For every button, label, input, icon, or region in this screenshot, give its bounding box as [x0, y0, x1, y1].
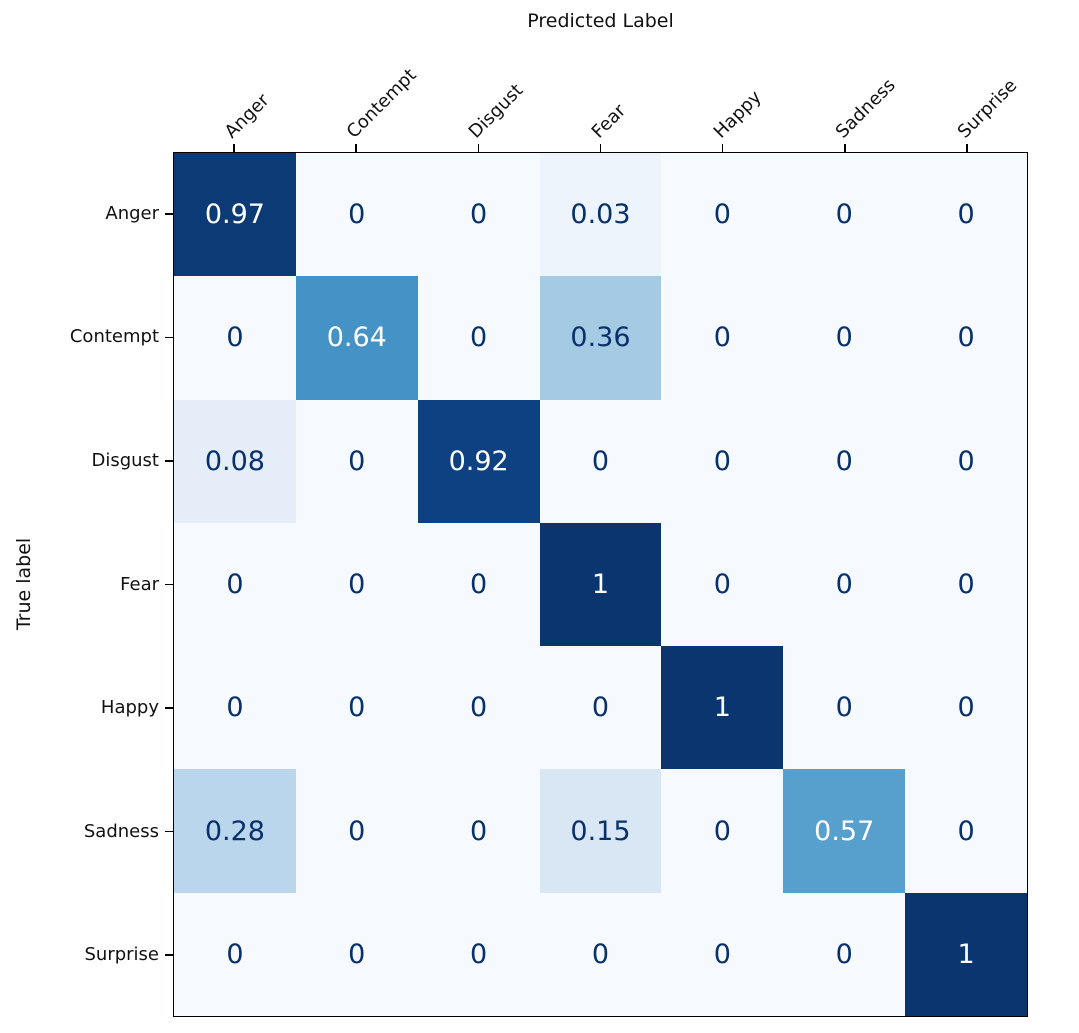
matrix-cell-happy-surprise: 0	[905, 646, 1027, 770]
y-tick-label-surprise: Surprise	[84, 944, 159, 966]
x-tick-label-contempt: Contempt	[342, 64, 421, 143]
x-tick-mark	[599, 144, 602, 152]
x-tick-mark	[966, 144, 968, 152]
matrix-cell-happy-contempt: 0	[295, 646, 418, 770]
matrix-cell-surprise-surprise: 1	[905, 892, 1027, 1016]
x-tick-label-anger: Anger	[220, 89, 274, 143]
x-tick-mark	[355, 144, 357, 152]
matrix-cell-sadness-fear: 0.15	[539, 769, 662, 893]
matrix-cell-disgust-happy: 0	[661, 399, 784, 523]
matrix-cell-sadness-happy: 0	[661, 769, 784, 893]
matrix-cell-happy-anger: 0	[174, 646, 296, 770]
matrix-cell-surprise-happy: 0	[661, 892, 784, 1016]
matrix-cell-disgust-contempt: 0	[295, 399, 418, 523]
matrix-cell-sadness-disgust: 0	[417, 769, 540, 893]
matrix-cell-contempt-contempt: 0.64	[295, 276, 418, 400]
matrix-cell-fear-fear: 1	[539, 522, 662, 647]
y-tick-label-fear: Fear	[120, 573, 159, 595]
matrix-cell-sadness-contempt: 0	[295, 769, 418, 893]
matrix-cell-surprise-anger: 0	[174, 892, 296, 1016]
x-tick-label-disgust: Disgust	[465, 79, 528, 143]
matrix-cell-anger-disgust: 0	[417, 153, 540, 277]
matrix-cell-disgust-anger: 0.08	[174, 399, 296, 523]
matrix-cell-happy-sadness: 0	[783, 646, 906, 770]
matrix-cell-contempt-anger: 0	[174, 276, 296, 400]
x-tick-label-fear: Fear	[587, 100, 630, 143]
x-tick-mark	[721, 144, 724, 152]
matrix-cell-anger-contempt: 0	[295, 153, 418, 277]
matrix-cell-anger-sadness: 0	[783, 153, 906, 277]
y-tick-mark	[165, 954, 173, 956]
matrix-cell-disgust-sadness: 0	[783, 399, 906, 523]
matrix-cell-sadness-surprise: 0	[905, 769, 1027, 893]
matrix-cell-fear-contempt: 0	[295, 522, 418, 647]
matrix-cell-anger-fear: 0.03	[539, 153, 662, 277]
y-tick-label-happy: Happy	[100, 697, 159, 719]
matrix-cell-happy-happy: 1	[661, 646, 784, 770]
y-tick-label-anger: Anger	[105, 202, 159, 224]
matrix-cell-anger-surprise: 0	[905, 153, 1027, 277]
x-axis-title: Predicted Label	[527, 10, 674, 32]
matrix-cell-fear-anger: 0	[174, 522, 296, 647]
matrix-cell-fear-sadness: 0	[783, 522, 906, 647]
matrix-cell-fear-disgust: 0	[417, 522, 540, 647]
matrix-cell-contempt-fear: 0.36	[539, 276, 662, 400]
matrix-cell-contempt-sadness: 0	[783, 276, 906, 400]
y-tick-mark	[165, 707, 173, 709]
matrix-cell-disgust-surprise: 0	[905, 399, 1027, 523]
x-tick-label-surprise: Surprise	[953, 75, 1022, 143]
y-tick-mark	[165, 583, 173, 586]
matrix-cell-surprise-disgust: 0	[417, 892, 540, 1016]
x-tick-mark	[843, 144, 846, 152]
y-tick-label-contempt: Contempt	[69, 326, 159, 348]
heatmap-plot-area: 0.97 0 0 0.03 0 0 0 0 0.64 0 0.36 0 0 0 0.08 0 0.92 0 0 0 0 0…	[173, 152, 1028, 1017]
y-tick-label-sadness: Sadness	[83, 820, 159, 842]
matrix-cell-surprise-contempt: 0	[295, 892, 418, 1016]
matrix-cell-fear-surprise: 0	[905, 522, 1027, 647]
y-tick-mark	[165, 830, 173, 833]
matrix-cell-contempt-surprise: 0	[905, 276, 1027, 400]
y-tick-mark	[165, 460, 173, 462]
x-tick-label-sadness: Sadness	[831, 74, 900, 143]
matrix-cell-anger-happy: 0	[661, 153, 784, 277]
y-tick-mark	[165, 336, 173, 339]
x-tick-mark	[233, 144, 235, 152]
y-tick-label-disgust: Disgust	[91, 449, 159, 471]
matrix-cell-contempt-disgust: 0	[417, 276, 540, 400]
matrix-cell-disgust-disgust: 0.92	[417, 399, 540, 523]
x-tick-label-happy: Happy	[709, 86, 766, 143]
matrix-cell-fear-happy: 0	[661, 522, 784, 647]
matrix-cell-anger-anger: 0.97	[174, 153, 296, 277]
matrix-cell-surprise-fear: 0	[539, 892, 662, 1016]
matrix-cell-disgust-fear: 0	[539, 399, 662, 523]
matrix-cell-sadness-sadness: 0.57	[783, 769, 906, 893]
matrix-cell-happy-disgust: 0	[417, 646, 540, 770]
x-tick-mark	[477, 144, 480, 152]
matrix-cell-surprise-sadness: 0	[783, 892, 906, 1016]
matrix-cell-contempt-happy: 0	[661, 276, 784, 400]
matrix-cell-sadness-anger: 0.28	[174, 769, 296, 893]
matrix-cell-happy-fear: 0	[539, 646, 662, 770]
y-tick-mark	[165, 212, 173, 215]
